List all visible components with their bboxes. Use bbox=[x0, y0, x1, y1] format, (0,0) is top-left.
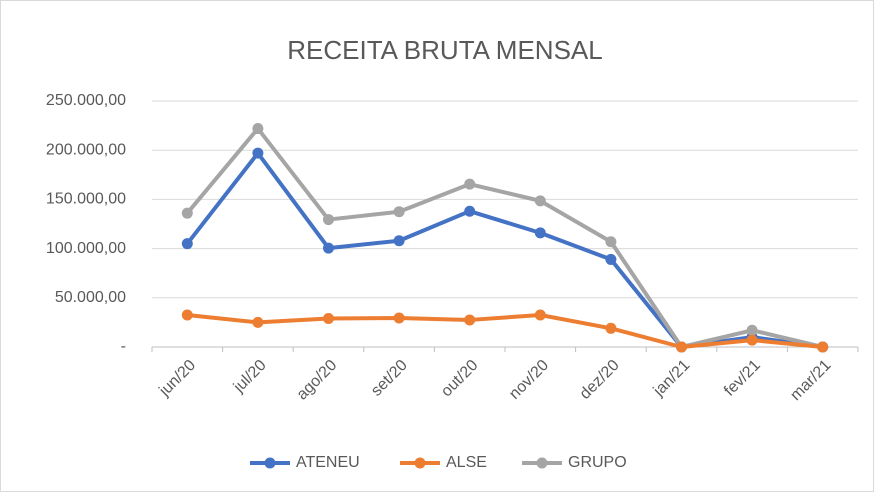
y-tick-label: 250.000,00 bbox=[46, 92, 126, 109]
marker bbox=[534, 309, 546, 321]
marker bbox=[252, 316, 264, 328]
series-line bbox=[185, 126, 824, 349]
legend-marker bbox=[264, 457, 276, 469]
marker bbox=[252, 147, 264, 159]
marker bbox=[393, 312, 405, 324]
y-tick-label: - bbox=[121, 338, 126, 355]
marker bbox=[605, 322, 617, 334]
marker bbox=[181, 238, 193, 250]
y-tick-label: 200.000,00 bbox=[46, 141, 126, 158]
marker bbox=[393, 206, 405, 218]
marker bbox=[323, 242, 334, 254]
legend-marker bbox=[414, 457, 426, 469]
legend-label: GRUPO bbox=[568, 454, 627, 471]
marker bbox=[323, 312, 334, 324]
marker bbox=[393, 235, 405, 247]
marker bbox=[746, 324, 758, 336]
marker bbox=[605, 253, 617, 265]
marker bbox=[464, 178, 476, 190]
marker bbox=[746, 334, 758, 346]
y-tick-label: 150.000,00 bbox=[46, 191, 126, 208]
marker bbox=[464, 314, 476, 326]
chart-title: RECEITA BRUTA MENSAL bbox=[287, 35, 602, 65]
y-tick-label: 50.000,00 bbox=[55, 289, 126, 306]
marker bbox=[605, 236, 617, 248]
series-line bbox=[187, 313, 823, 349]
marker bbox=[252, 123, 264, 135]
legend-marker bbox=[536, 457, 548, 469]
marker bbox=[464, 205, 476, 217]
y-tick-label: 100.000,00 bbox=[46, 240, 126, 257]
marker bbox=[817, 341, 829, 353]
marker bbox=[676, 341, 687, 353]
marker bbox=[534, 227, 546, 239]
legend-label: ATENEU bbox=[296, 454, 360, 471]
marker bbox=[323, 214, 334, 226]
marker bbox=[181, 309, 193, 321]
marker bbox=[181, 207, 193, 219]
legend-label: ALSE bbox=[446, 454, 487, 471]
marker bbox=[534, 195, 546, 207]
